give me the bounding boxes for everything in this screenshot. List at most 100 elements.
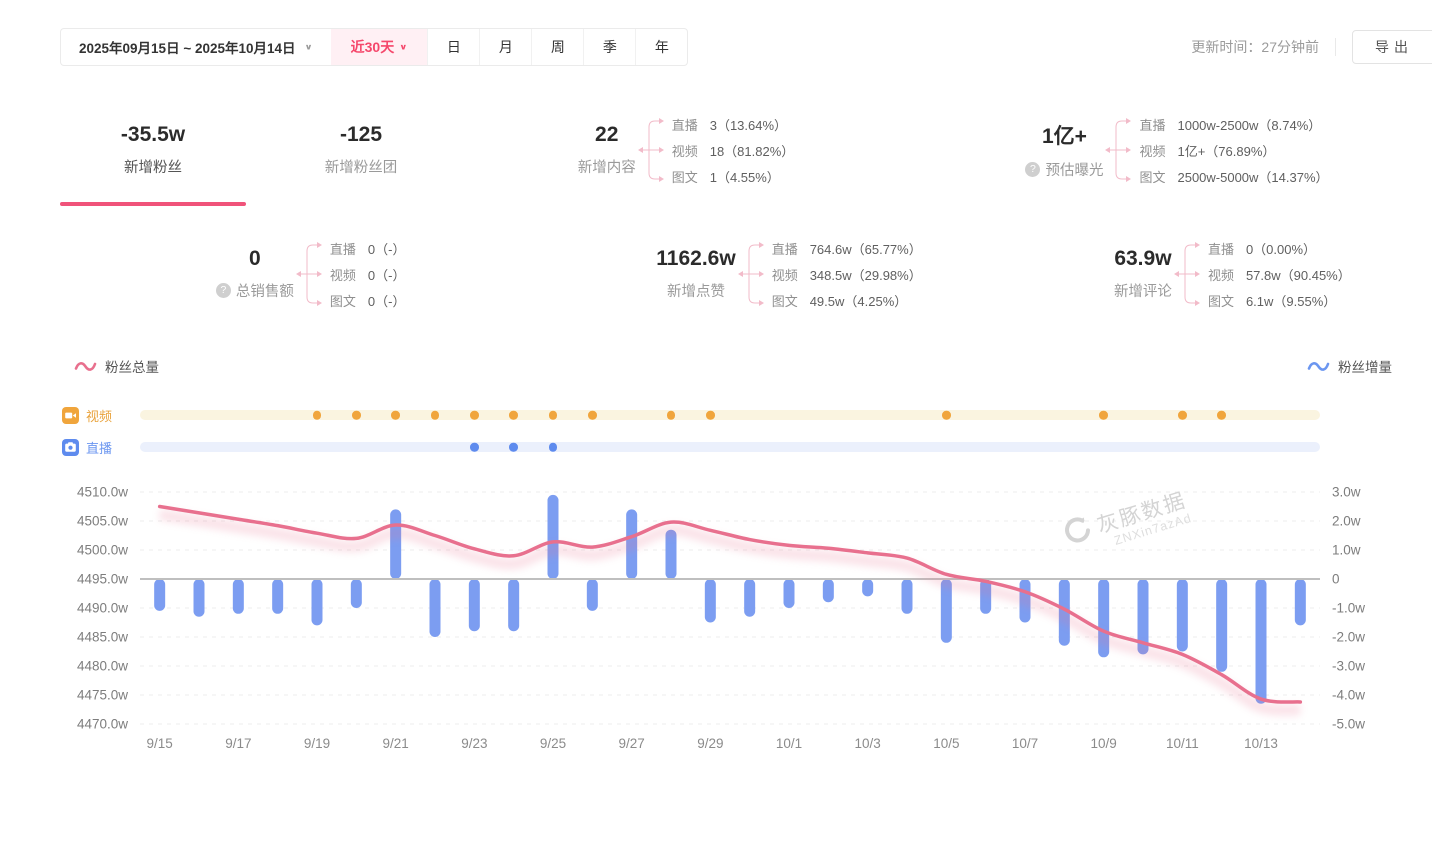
divider <box>1335 38 1336 56</box>
breakdown-name: 直播 <box>771 241 798 257</box>
timeline-dot-9/26 <box>588 410 597 420</box>
period-tab-week[interactable]: 周 <box>531 29 583 65</box>
video-timeline-label: 视频 <box>62 406 112 425</box>
breakdown-row: 视频 0（-） <box>330 261 406 287</box>
fans-total-line <box>157 504 1303 704</box>
left-axis-label: 4480.0w <box>77 659 128 674</box>
live-camera-icon <box>62 439 79 456</box>
help-icon[interactable]: ? <box>215 283 231 298</box>
breakdown-name: 图文 <box>771 293 798 309</box>
stat-card-new-likes[interactable]: 1162.6w 新增点赞 直播 764.6w（65.77%） 视频 348.5w（29.9… <box>589 224 988 324</box>
increment-bar-9/16 <box>193 579 205 617</box>
breakdown-row: 视频 1亿+（76.89%） <box>1139 137 1328 163</box>
x-axis-label: 10/9 <box>1091 736 1117 751</box>
x-axis-label: 10/3 <box>855 736 881 751</box>
increment-bar-9/18 <box>272 579 284 614</box>
breakdown-row: 图文 49.5w（4.25%） <box>772 287 922 313</box>
increment-bar-10/2 <box>822 579 834 603</box>
timeline-dot-10/5 <box>942 410 951 420</box>
pink-wave-icon <box>74 362 97 371</box>
right-axis-label: -3.0w <box>1332 659 1365 674</box>
breakdown-value: 0（0.00%） <box>1245 241 1317 257</box>
legend-fans-increment[interactable]: 粉丝增量 <box>1307 356 1392 376</box>
chevron-down-icon: ∨ <box>399 42 408 52</box>
timeline-dot-9/25 <box>548 410 558 420</box>
increment-bar-10/12 <box>1216 579 1228 672</box>
stat-card-new-comments[interactable]: 63.9w 新增评论 直播 0（0.00%） 视频 57.8w（90.45%） 图文 6.1w… <box>1033 224 1432 324</box>
legend-fans-total[interactable]: 粉丝总量 <box>74 356 159 376</box>
stat-value: -35.5w <box>120 123 186 146</box>
timeline-dot-9/28 <box>666 410 676 420</box>
period-tab-month[interactable]: 月 <box>479 29 531 65</box>
timeline-dot-10/12 <box>1217 410 1226 420</box>
stat-value: 1162.6w <box>656 247 736 270</box>
increment-bar-10/3 <box>862 579 874 597</box>
stat-card-new-followers[interactable]: -35.5w 新增粉丝 <box>60 100 246 206</box>
export-button[interactable]: 导出 <box>1352 30 1432 64</box>
increment-bar-10/13 <box>1255 579 1267 704</box>
help-icon[interactable]: ? <box>1025 162 1041 177</box>
breakdown-value: 18（81.82%） <box>709 143 795 159</box>
breakdown-value: 57.8w（90.45%） <box>1245 267 1351 283</box>
x-axis-label: 10/1 <box>776 736 802 751</box>
breakdown-value: 1000w-2500w（8.74%） <box>1177 117 1322 133</box>
date-range-picker[interactable]: 2025年09月15日 ~ 2025年10月14日 ∨ <box>61 29 331 65</box>
period-tab-year[interactable]: 年 <box>635 29 687 65</box>
fans-chart: 4510.0w 3.0w 4505.0w 2.0w 4500.0w 1.0w 4495.0w… <box>77 485 1365 752</box>
live-timeline-track <box>140 442 1320 452</box>
increment-bar-10/11 <box>1176 579 1188 652</box>
x-axis-label: 9/25 <box>540 736 566 751</box>
x-axis-label: 9/27 <box>619 736 645 751</box>
breakdown-name: 视频 <box>771 267 798 283</box>
timeline-dot-10/11 <box>1178 410 1187 420</box>
quick-range-selector[interactable]: 近30天 ∨ <box>330 29 428 65</box>
breakdown-row: 图文 2500w-5000w（14.37%） <box>1139 163 1328 189</box>
period-tab-day[interactable]: 日 <box>427 29 479 65</box>
breakdown-value: 1（4.55%） <box>709 169 780 185</box>
x-axis-label: 10/7 <box>1012 736 1038 751</box>
breakdown-name: 图文 <box>1139 169 1166 185</box>
breakdown-list: 直播 0（-） 视频 0（-） 图文 0（-） <box>330 235 406 313</box>
stat-label: ? 预估曝光 <box>1025 159 1103 180</box>
timeline-dot-10/9 <box>1099 410 1108 420</box>
breakdown-list: 直播 3（13.64%） 视频 18（81.82%） 图文 1（4.55%） <box>672 111 795 189</box>
increment-bar-9/24 <box>508 579 520 632</box>
right-axis-label: 3.0w <box>1332 485 1361 500</box>
blue-wave-icon <box>1307 362 1330 371</box>
timeline-dot-9/24 <box>509 442 518 452</box>
breakdown-value: 0（-） <box>367 293 406 309</box>
x-axis-label: 10/11 <box>1166 736 1199 751</box>
right-axis-label: -1.0w <box>1332 601 1365 616</box>
increment-bar-9/23 <box>468 579 480 632</box>
left-axis-label: 4505.0w <box>77 514 128 529</box>
stat-card-total-sales[interactable]: 0? 总销售额 直播 0（-） 视频 0（-） 图文 0（-） <box>116 224 505 324</box>
stat-card-est-exposure[interactable]: 1亿+? 预估曝光 直播 1000w-2500w（8.74%） 视频 1亿+（76.89%… <box>942 100 1412 200</box>
breakdown-value: 49.5w（4.25%） <box>809 293 908 309</box>
breakdown-list: 直播 764.6w（65.77%） 视频 348.5w（29.98%） 图文 49.5w（… <box>772 235 922 313</box>
stat-card-new-content[interactable]: 22 新增内容 直播 3（13.64%） 视频 18（81.82%） 图文 1（4.55%） <box>476 100 896 200</box>
toolbar: 2025年09月15日 ~ 2025年10月14日 ∨ 近30天 ∨ 日月周季年… <box>0 28 1432 66</box>
stat-label-text: 总销售额 <box>235 284 294 300</box>
fans-chart-section: 4510.0w 3.0w 4505.0w 2.0w 4500.0w 1.0w 4495.0w… <box>0 474 1432 771</box>
timeline-dot-9/29 <box>706 410 715 420</box>
left-axis-label: 4500.0w <box>77 543 128 558</box>
stat-value: 1亿+ <box>1041 125 1087 148</box>
stat-label: 新增粉丝 <box>124 156 182 177</box>
x-axis-label: 10/5 <box>933 736 959 751</box>
left-axis-label: 4490.0w <box>77 601 128 616</box>
increment-bar-10/8 <box>1058 579 1070 646</box>
breakdown-name: 直播 <box>1207 241 1234 257</box>
x-axis-label: 9/23 <box>461 736 487 751</box>
stat-card-new-fans-club[interactable]: -125 新增粉丝团 <box>266 100 456 200</box>
breakdown-value: 0（-） <box>367 267 406 283</box>
period-tab-season[interactable]: 季 <box>583 29 635 65</box>
right-axis-label: 0 <box>1332 572 1340 587</box>
stat-label-text: 新增评论 <box>1113 284 1172 300</box>
increment-bar-9/29 <box>704 579 716 623</box>
date-range-text: 2025年09月15日 ~ 2025年10月14日 <box>79 41 296 56</box>
breakdown-bracket <box>295 242 322 306</box>
timeline-dot-9/25 <box>548 442 558 452</box>
stat-value: 0 <box>249 247 261 270</box>
increment-bar-9/30 <box>744 579 756 617</box>
right-axis-label: 1.0w <box>1332 543 1361 558</box>
